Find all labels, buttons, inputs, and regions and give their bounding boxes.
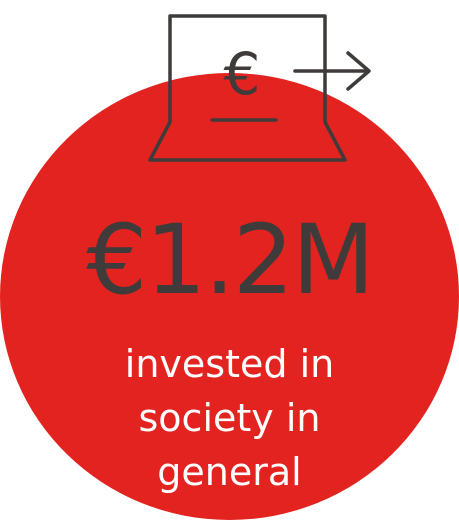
amount-value: €1.2M (86, 204, 375, 316)
caption-line-3: general (157, 449, 302, 494)
caption-line-1: invested in (124, 342, 335, 386)
amount-caption: invested in society in general (0, 338, 459, 500)
euro-glyph: € (224, 40, 261, 108)
wallet-euro-transfer-icon: € (148, 14, 371, 162)
red-circle-background (0, 73, 459, 520)
caption-line-2: society in (138, 395, 321, 440)
